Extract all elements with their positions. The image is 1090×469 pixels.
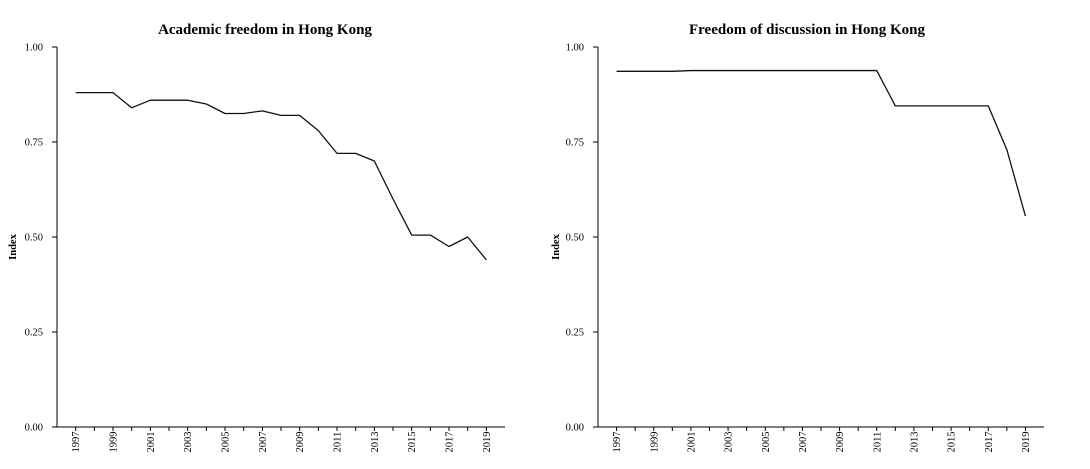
series-line [616, 69, 1027, 217]
x-tick-label: 1999 [109, 432, 120, 453]
x-tick-label: 2001 [686, 432, 697, 453]
y-tick-label: 0.50 [25, 233, 43, 244]
x-tick-label: 2015 [407, 432, 418, 453]
x-tick-label: 2003 [724, 432, 735, 453]
chart-title: Freedom of discussion in Hong Kong [689, 22, 926, 38]
y-tick-label: 0.25 [566, 328, 584, 339]
y-tick-label: 1.00 [566, 43, 584, 54]
x-tick-label: 2009 [835, 432, 846, 453]
x-tick-label: 2011 [872, 432, 883, 453]
y-axis-label: Index [8, 233, 19, 259]
y-tick-label: 0.75 [566, 138, 584, 149]
x-tick-label: 2013 [370, 432, 381, 453]
x-tick-label: 1997 [612, 432, 623, 453]
y-tick-label: 0.50 [566, 233, 584, 244]
x-tick-label: 2013 [909, 432, 920, 453]
x-tick-label: 2019 [482, 432, 493, 453]
x-tick-label: 2005 [761, 432, 772, 453]
y-tick-label: 1.00 [25, 43, 43, 54]
x-tick-label: 2003 [183, 432, 194, 453]
x-tick-label: 2011 [333, 432, 344, 453]
chart-title: Academic freedom in Hong Kong [158, 22, 372, 38]
x-tick-label: 1999 [649, 432, 660, 453]
chart-academic-freedom: Academic freedom in Hong Kong Index 0.00… [8, 22, 505, 453]
x-tick-label: 2015 [947, 432, 958, 453]
x-tick-label: 2019 [1021, 432, 1032, 453]
x-tick-label: 2009 [295, 432, 306, 453]
x-tick-label: 2017 [984, 432, 995, 453]
x-tick-label: 1997 [71, 432, 82, 453]
series-line [75, 91, 487, 261]
x-tick-label: 2007 [258, 432, 269, 453]
x-tick-label: 2005 [221, 432, 232, 453]
y-tick-label: 0.00 [566, 423, 584, 434]
y-tick-label: 0.00 [25, 423, 43, 434]
y-tick-label: 0.25 [25, 328, 43, 339]
chart-svg: Academic freedom in Hong Kong Index 0.00… [8, 22, 505, 453]
x-tick-label: 2007 [798, 432, 809, 453]
y-tick-label: 0.75 [25, 138, 43, 149]
x-tick-label: 2017 [445, 432, 456, 453]
y-axis-label: Index [551, 233, 562, 259]
plot-area: 0.00 0.25 0.50 0.75 1.00 1997 1999 2001 2003 2005… [25, 43, 505, 453]
chart-freedom-of-discussion: Freedom of discussion in Hong Kong Index… [545, 0, 1090, 469]
x-tick-label: 2001 [146, 432, 157, 453]
chart-svg: Freedom of discussion in Hong Kong Index… [551, 22, 1044, 453]
plot-area: 0.00 0.25 0.50 0.75 1.00 1997 1999 2001 2003 2005… [566, 43, 1044, 453]
